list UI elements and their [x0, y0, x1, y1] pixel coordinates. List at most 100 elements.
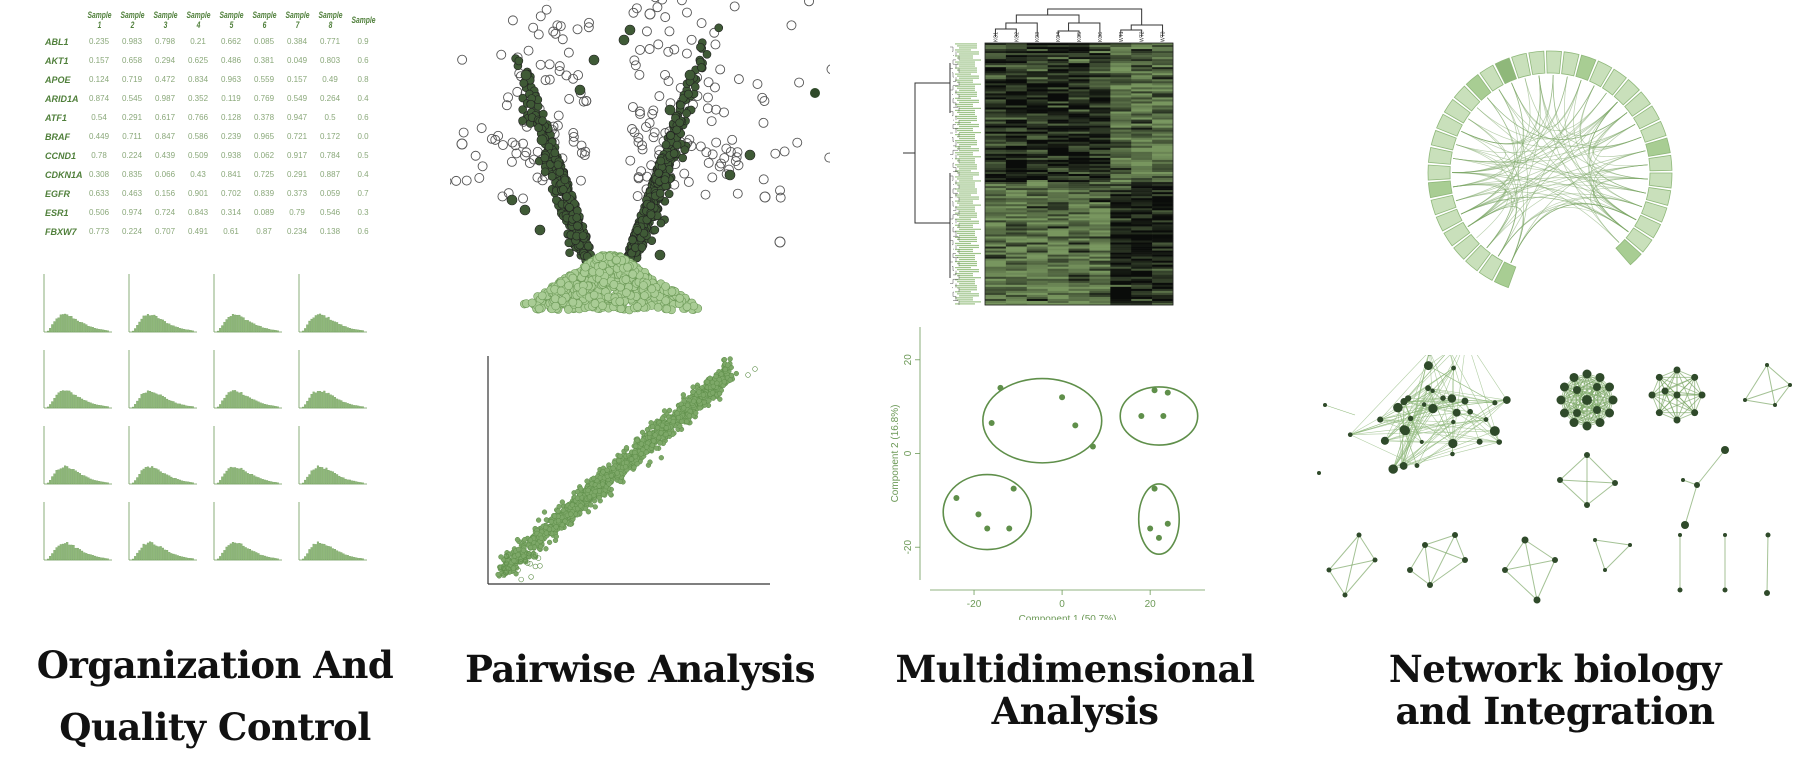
table-cell: 0.352 — [188, 94, 209, 103]
heatmap-cell — [1131, 206, 1153, 209]
heatmap-cell — [985, 99, 1007, 102]
heatmap-cell — [1152, 137, 1174, 141]
heatmap-cell — [1005, 278, 1028, 282]
heatmap-cell — [1110, 212, 1132, 215]
volcano-point — [786, 20, 797, 31]
heatmap-row-label — [955, 285, 977, 287]
table-cell: 0.21 — [190, 37, 206, 46]
histogram-bar — [161, 472, 164, 485]
heatmap-cell — [1068, 282, 1090, 286]
histogram-bar — [340, 400, 343, 409]
scatter-point — [596, 494, 602, 501]
heatmap-row-label — [957, 208, 975, 210]
heatmap-cell — [1110, 53, 1132, 56]
heatmap-cell — [1089, 89, 1111, 92]
heatmap-cell — [1068, 244, 1090, 247]
heatmap-cell — [1131, 135, 1153, 139]
volcano-point — [581, 262, 590, 272]
heatmap-cell — [1131, 117, 1153, 120]
heatmap-cell — [1068, 71, 1090, 74]
heatmap-row-label — [955, 103, 973, 105]
scatter-point — [501, 565, 507, 572]
dendrogram-branch — [952, 51, 957, 56]
heatmap-cell — [1110, 282, 1132, 286]
heatmap-cell — [1131, 268, 1153, 272]
heatmap-cell — [1068, 292, 1090, 296]
heatmap-cell — [1152, 176, 1174, 179]
heatmap-cell — [1110, 81, 1132, 84]
heatmap-cell — [985, 268, 1007, 272]
scatter-point — [638, 441, 645, 447]
histogram-bar — [131, 406, 135, 409]
heatmap-row-label — [955, 297, 973, 299]
heatmap-cell — [1131, 69, 1153, 72]
heatmap-cell — [1089, 97, 1111, 100]
table-cell: 0.463 — [122, 189, 143, 198]
histogram-bar — [308, 320, 311, 333]
heatmap-cell — [1068, 272, 1090, 276]
histogram-bar — [342, 325, 345, 333]
volcano-point — [612, 255, 621, 265]
heatmap-row-label — [957, 250, 973, 253]
dendrogram-branch — [952, 98, 954, 103]
heatmap-cell — [1068, 192, 1090, 195]
volcano-point — [568, 273, 578, 283]
histogram-bar — [64, 543, 67, 561]
heatmap-cell — [1047, 202, 1069, 205]
heatmap-cell — [1068, 167, 1090, 171]
heatmap-cell — [1152, 133, 1174, 137]
heatmap-cell — [1089, 176, 1111, 179]
histogram-bar — [142, 393, 145, 409]
table-cell: 0.234 — [287, 227, 308, 236]
volcano-point — [646, 210, 656, 220]
histogram-bar — [329, 546, 332, 561]
histogram-bar — [189, 558, 192, 561]
volcano-point — [633, 137, 644, 148]
heatmap-cell — [1131, 71, 1153, 74]
heatmap-cell — [1026, 226, 1048, 229]
heatmap-cell — [1089, 232, 1111, 235]
table-cell: 0.965 — [254, 132, 275, 141]
heatmap-cell — [1110, 208, 1132, 211]
volcano-point — [532, 172, 543, 183]
histogram-bar — [253, 551, 256, 561]
dendrogram-branch — [953, 63, 958, 69]
heatmap-cell — [1089, 51, 1111, 54]
scatter-point — [606, 481, 612, 487]
histogram-bar — [155, 316, 158, 333]
heatmap-cell — [1047, 81, 1069, 84]
scatter-point — [710, 383, 716, 390]
heatmap-cell — [1068, 226, 1090, 229]
heatmap-cell — [1110, 256, 1132, 259]
volcano-point — [636, 166, 647, 177]
heatmap-cell — [1089, 182, 1111, 185]
scatter-point — [651, 438, 657, 444]
dendrogram-branch — [953, 55, 960, 60]
heatmap-cell — [985, 276, 1007, 280]
heatmap-cell — [1110, 85, 1132, 88]
histogram-bar — [229, 543, 232, 561]
volcano-point — [661, 282, 670, 291]
histogram-bar — [257, 325, 260, 333]
heatmap-cell — [1152, 55, 1174, 58]
volcano-point — [568, 136, 579, 147]
volcano-point — [623, 262, 632, 272]
heatmap-cell — [1026, 127, 1048, 130]
heatmap-cell — [1089, 83, 1111, 86]
heatmap-cell — [1089, 171, 1111, 175]
volcano-point — [451, 175, 462, 186]
heatmap-cell — [1005, 228, 1028, 231]
volcano-point — [676, 100, 685, 110]
histogram-bar — [263, 555, 266, 561]
heatmap-cell — [1005, 212, 1028, 215]
heatmap-cell — [1110, 200, 1132, 203]
histogram-bar — [251, 398, 254, 409]
histogram-bar — [234, 390, 237, 409]
heatmap-cell — [1026, 188, 1048, 191]
histogram-bar — [255, 325, 258, 333]
heatmap-row-label — [959, 295, 979, 297]
volcano-point — [632, 191, 643, 202]
histogram-panel — [128, 350, 197, 409]
histogram-bar — [138, 550, 141, 561]
heatmap-cell — [1131, 260, 1153, 263]
